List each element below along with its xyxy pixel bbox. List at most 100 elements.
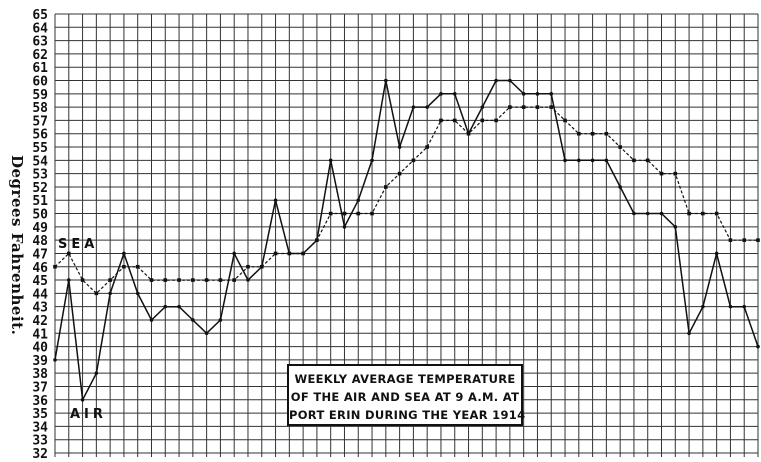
data-point-air (411, 105, 416, 109)
y-tick-label: 63 (32, 35, 48, 50)
data-point-air (590, 158, 595, 163)
data-point-sea (370, 211, 374, 216)
data-point-sea (756, 238, 760, 242)
data-point-sea (508, 105, 512, 109)
data-point-sea (135, 264, 140, 269)
data-point-air (135, 291, 140, 296)
series-label-air: AIR (70, 407, 107, 422)
series-line-air (54, 79, 759, 403)
data-point-air (163, 304, 168, 309)
data-point-sea (563, 118, 567, 123)
y-tick-label: 58 (32, 101, 48, 116)
data-point-air (756, 344, 760, 349)
data-point-air (466, 131, 471, 136)
data-point-sea (618, 145, 622, 149)
data-point-sea (384, 185, 388, 189)
data-point-sea (714, 211, 719, 216)
data-point-sea (632, 158, 636, 163)
chart-title-line-2: OF THE AIR AND SEA AT 9 A.M. AT (290, 390, 520, 404)
y-tick-label: 49 (32, 221, 48, 236)
data-point-air (246, 278, 250, 282)
data-point-sea (549, 105, 554, 109)
data-point-sea (742, 238, 747, 242)
data-point-air (549, 92, 554, 96)
data-point-sea (577, 131, 581, 136)
data-point-sea (521, 105, 526, 109)
data-point-sea (480, 118, 485, 123)
data-point-air (80, 397, 85, 402)
y-tick-label: 33 (32, 434, 48, 449)
data-point-air (397, 145, 402, 149)
data-point-air (645, 211, 650, 216)
chart-title: WEEKLY AVERAGE TEMPERATURE OF THE AIR AN… (287, 364, 525, 426)
data-point-air (701, 304, 705, 309)
y-tick-label: 65 (32, 8, 48, 23)
series-line-sea (54, 106, 758, 295)
data-point-air (122, 251, 126, 256)
y-tick-label: 55 (32, 141, 48, 156)
y-tick-label: 43 (32, 301, 48, 316)
data-point-air (535, 92, 540, 96)
y-tick-label: 37 (32, 380, 48, 395)
data-point-sea (94, 291, 99, 296)
data-point-sea (356, 211, 361, 216)
y-tick-label: 59 (32, 88, 48, 103)
data-point-air (439, 92, 443, 96)
y-tick-label: 46 (32, 261, 48, 276)
y-tick-label: 36 (32, 394, 48, 409)
data-point-air (356, 198, 361, 203)
chart-title-line-1: WEEKLY AVERAGE TEMPERATURE (294, 372, 516, 386)
data-point-sea (191, 278, 195, 282)
data-point-air (425, 105, 429, 109)
data-point-sea (342, 211, 347, 216)
y-tick-label: 62 (32, 48, 48, 63)
y-tick-label: 50 (32, 208, 48, 223)
data-point-sea (673, 171, 678, 176)
data-point-air (714, 251, 719, 256)
data-point-sea (328, 211, 333, 216)
data-point-sea (108, 278, 112, 282)
data-point-sea (687, 211, 691, 216)
y-tick-label: 56 (32, 128, 48, 143)
data-point-air (149, 318, 154, 322)
data-point-sea (163, 278, 168, 282)
data-point-air (632, 211, 636, 216)
data-point-sea (66, 251, 71, 256)
y-tick-label: 53 (32, 168, 48, 183)
data-point-sea (232, 278, 236, 282)
y-axis-ticks: 6564636261605958575655545352515049484746… (32, 8, 48, 462)
data-point-air (273, 198, 278, 203)
data-point-air (728, 304, 733, 309)
data-point-air (742, 304, 747, 309)
y-tick-label: 54 (32, 154, 48, 169)
y-axis-label: Degrees Fahrenheit. (8, 155, 26, 335)
y-tick-label: 38 (32, 367, 48, 382)
y-tick-label: 44 (32, 287, 48, 302)
data-point-sea (728, 238, 733, 242)
data-point-sea (218, 278, 223, 282)
data-point-sea (204, 278, 209, 282)
data-point-sea (439, 118, 443, 123)
data-point-air (232, 251, 236, 256)
data-point-air (218, 318, 223, 322)
data-point-air (452, 92, 457, 96)
data-point-air (563, 158, 567, 163)
chart-series (53, 78, 760, 403)
data-point-air (370, 158, 374, 163)
data-point-air (508, 78, 512, 83)
data-point-air (342, 225, 347, 229)
data-point-sea (149, 278, 154, 282)
data-point-sea (425, 145, 429, 149)
data-point-sea (494, 118, 498, 123)
y-tick-label: 32 (32, 447, 48, 462)
y-tick-label: 51 (32, 194, 48, 209)
y-tick-label: 61 (32, 61, 48, 76)
data-point-air (287, 251, 292, 256)
data-point-sea (659, 171, 664, 176)
data-point-sea (177, 278, 181, 282)
data-point-sea (122, 264, 126, 269)
data-point-sea (246, 264, 250, 269)
y-tick-label: 41 (32, 327, 48, 342)
series-label-sea: SEA (58, 237, 98, 252)
data-point-air (494, 78, 498, 83)
